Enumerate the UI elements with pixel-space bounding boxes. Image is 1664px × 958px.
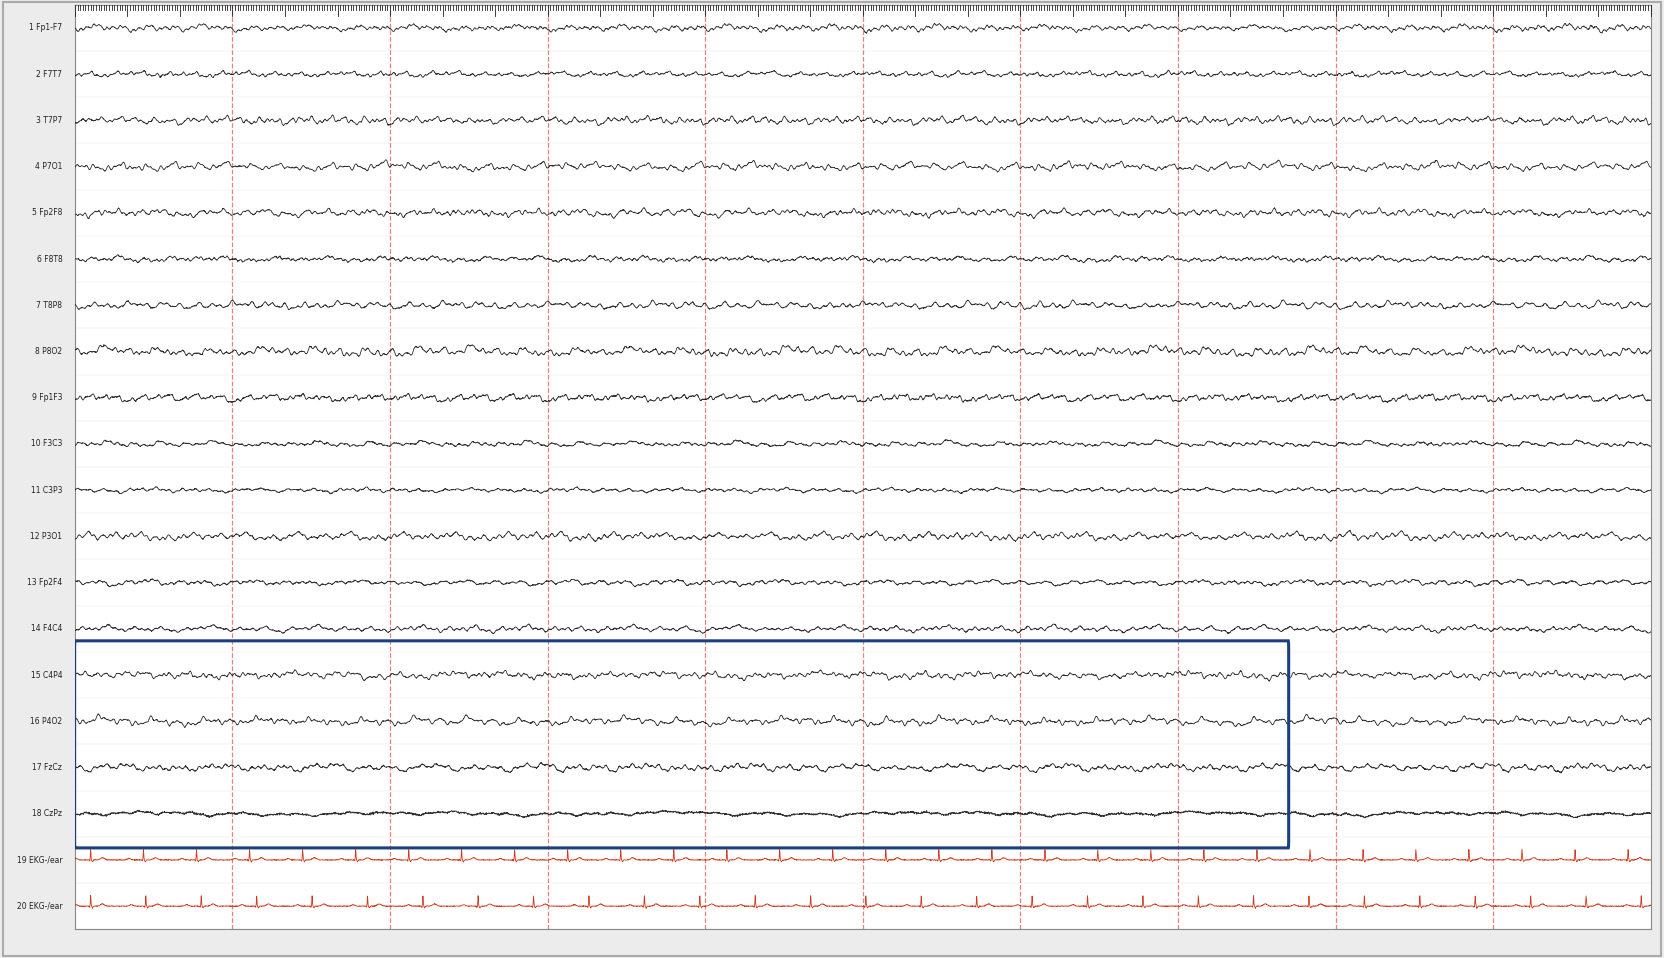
Text: 17 FzCz: 17 FzCz	[32, 763, 62, 772]
Text: 3 T7P7: 3 T7P7	[37, 116, 62, 125]
Text: 16 P4O2: 16 P4O2	[30, 717, 62, 726]
Text: 8 P8O2: 8 P8O2	[35, 347, 62, 356]
Text: 6 F8T8: 6 F8T8	[37, 255, 62, 263]
Text: 20 EKG-/ear: 20 EKG-/ear	[17, 901, 62, 911]
Text: 1 Fp1-F7: 1 Fp1-F7	[30, 23, 62, 33]
Text: 13 Fp2F4: 13 Fp2F4	[27, 578, 62, 587]
Text: 5 Fp2F8: 5 Fp2F8	[32, 208, 62, 217]
Text: 19 EKG-/ear: 19 EKG-/ear	[17, 855, 62, 864]
Text: 2 F7T7: 2 F7T7	[37, 70, 62, 79]
Text: 18 CzPz: 18 CzPz	[32, 810, 62, 818]
Text: 12 P3O1: 12 P3O1	[30, 532, 62, 541]
Text: 7 T8P8: 7 T8P8	[37, 301, 62, 309]
Text: 14 F4C4: 14 F4C4	[32, 625, 62, 633]
Text: 4 P7O1: 4 P7O1	[35, 162, 62, 171]
Text: 11 C3P3: 11 C3P3	[30, 486, 62, 494]
Text: 15 C4P4: 15 C4P4	[30, 671, 62, 679]
Text: 10 F3C3: 10 F3C3	[32, 440, 62, 448]
Text: 9 Fp1F3: 9 Fp1F3	[32, 393, 62, 402]
